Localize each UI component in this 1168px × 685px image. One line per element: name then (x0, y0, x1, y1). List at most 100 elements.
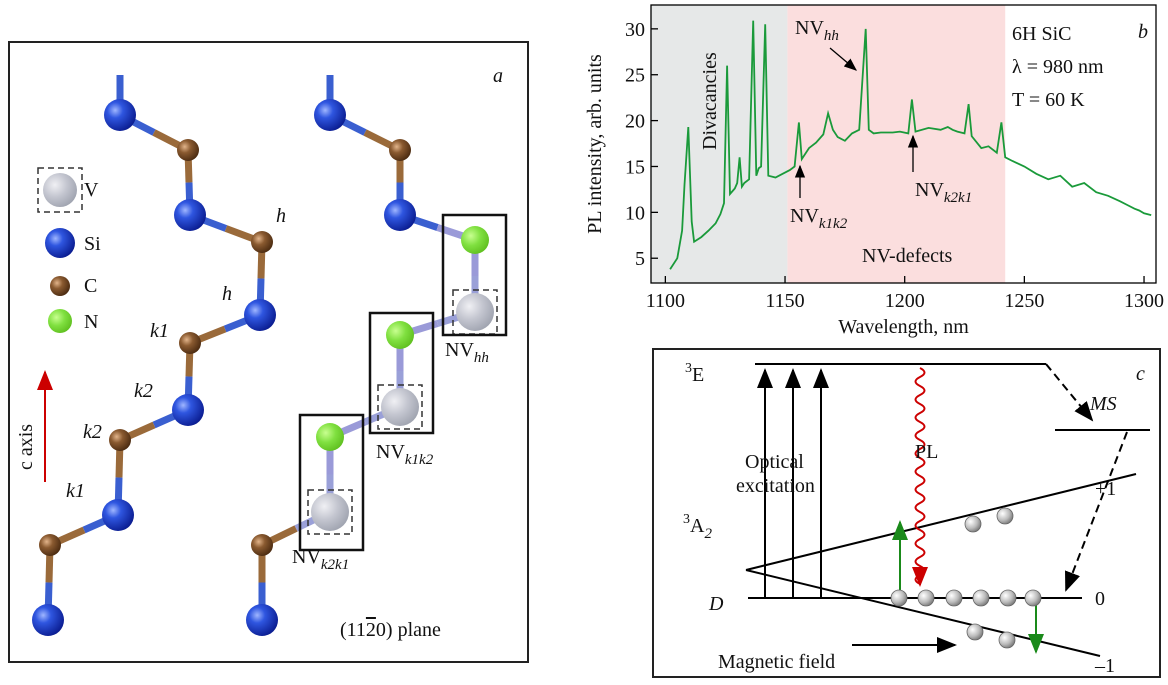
atom (177, 139, 199, 161)
spin-ball (1000, 590, 1016, 606)
ms-label: MS (1089, 393, 1117, 415)
spin-ball (891, 590, 907, 606)
atom (251, 231, 273, 253)
label-text: NV (292, 546, 321, 568)
panel-c: 3E3A2cMSOpticalexcitationPLD+10–1Magneti… (653, 349, 1160, 677)
atom (311, 493, 349, 531)
subscript: k2k1 (944, 190, 972, 206)
atom (389, 139, 411, 161)
label-text: 0) plane (376, 619, 441, 641)
y-tick-label: 30 (625, 19, 645, 41)
spin-ball (918, 590, 934, 606)
spin-ball (973, 590, 989, 606)
atom (179, 332, 201, 354)
dashed-arrow (1046, 364, 1092, 420)
label-text: NV (915, 179, 944, 201)
atom (386, 321, 414, 349)
panel-letter: a (493, 65, 503, 87)
atom (381, 388, 419, 426)
y-tick-label: 10 (625, 202, 645, 224)
level-value: –1 (1094, 655, 1115, 677)
spin-ball (999, 632, 1015, 648)
atom (32, 604, 64, 636)
d-label: D (708, 593, 724, 615)
subscript: 2 (704, 526, 712, 542)
label-text: (11 (340, 619, 366, 641)
x-tick-label: 1150 (765, 290, 804, 312)
annotation: NV-defects (862, 245, 953, 267)
label-text: E (692, 364, 704, 386)
plane-label: (1120) plane (340, 619, 441, 641)
panel-letter: c (1136, 363, 1145, 385)
legend-label: Si (84, 233, 101, 255)
shaded-region (787, 5, 1005, 283)
spin-ball (965, 516, 981, 532)
pl-wave (916, 368, 925, 585)
dashed-arrow (1066, 432, 1127, 590)
subscript: k1k2 (405, 452, 434, 468)
x-tick-label: 1300 (1124, 290, 1164, 312)
atom (246, 604, 278, 636)
legend-label: V (84, 179, 99, 201)
level-value: +1 (1095, 478, 1116, 500)
atom (174, 199, 206, 231)
figure: VSiCNahhk1k2k2k1c axisNVhhNVk1k2NVk2k1(1… (0, 0, 1168, 680)
atom (456, 293, 494, 331)
level (746, 570, 1100, 656)
atom (461, 226, 489, 254)
excitation-label: Optical (745, 451, 804, 473)
note: 6H SiC (1012, 23, 1071, 45)
panel-frame (653, 349, 1160, 677)
atom (314, 99, 346, 131)
site-label: k1 (150, 320, 169, 342)
atom (251, 534, 273, 556)
y-tick-label: 15 (625, 156, 645, 178)
atom (244, 299, 276, 331)
atom (172, 394, 204, 426)
atom (384, 199, 416, 231)
site-label: k2 (134, 380, 153, 402)
subscript: hh (824, 28, 839, 44)
panel-letter: b (1138, 21, 1148, 43)
site-label: k2 (83, 421, 102, 443)
level-label: 3E (685, 361, 704, 386)
atom (104, 99, 136, 131)
subscript: hh (474, 350, 489, 366)
note: T = 60 K (1012, 89, 1085, 111)
legend-marker (43, 173, 77, 207)
subscript: k2k1 (321, 557, 349, 573)
label-text: NV (376, 441, 405, 463)
x-tick-label: 1100 (646, 290, 685, 312)
atom (109, 429, 131, 451)
field-label: Magnetic field (718, 651, 835, 673)
label-text: NV (795, 17, 824, 39)
y-tick-label: 5 (635, 248, 645, 270)
legend-marker (50, 276, 70, 296)
site-label: h (222, 283, 232, 305)
spin-ball (967, 624, 983, 640)
superscript: 3 (685, 361, 692, 376)
y-axis-label: PL intensity, arb. units (584, 54, 606, 234)
subscript: k1k2 (819, 216, 848, 232)
label-text: 2 (366, 619, 376, 641)
legend-label: N (84, 311, 98, 333)
label-text: NV (790, 205, 819, 227)
note: λ = 980 nm (1012, 56, 1104, 78)
spin-ball (946, 590, 962, 606)
label-text: A (690, 515, 705, 537)
atom (316, 423, 344, 451)
y-tick-label: 20 (625, 111, 645, 133)
label-text: NV (445, 339, 474, 361)
level-value: 0 (1095, 588, 1105, 610)
level-label: 3A2 (683, 512, 712, 542)
c-axis-label: c axis (15, 424, 37, 470)
pl-label: PL (915, 441, 938, 463)
atom (102, 499, 134, 531)
defect-label: NVk1k2 (376, 441, 434, 468)
legend-marker (48, 309, 72, 333)
site-label: h (276, 205, 286, 227)
legend-label: C (84, 275, 97, 297)
annotation: Divacancies (699, 52, 721, 150)
x-axis-label: Wavelength, nm (838, 316, 969, 338)
